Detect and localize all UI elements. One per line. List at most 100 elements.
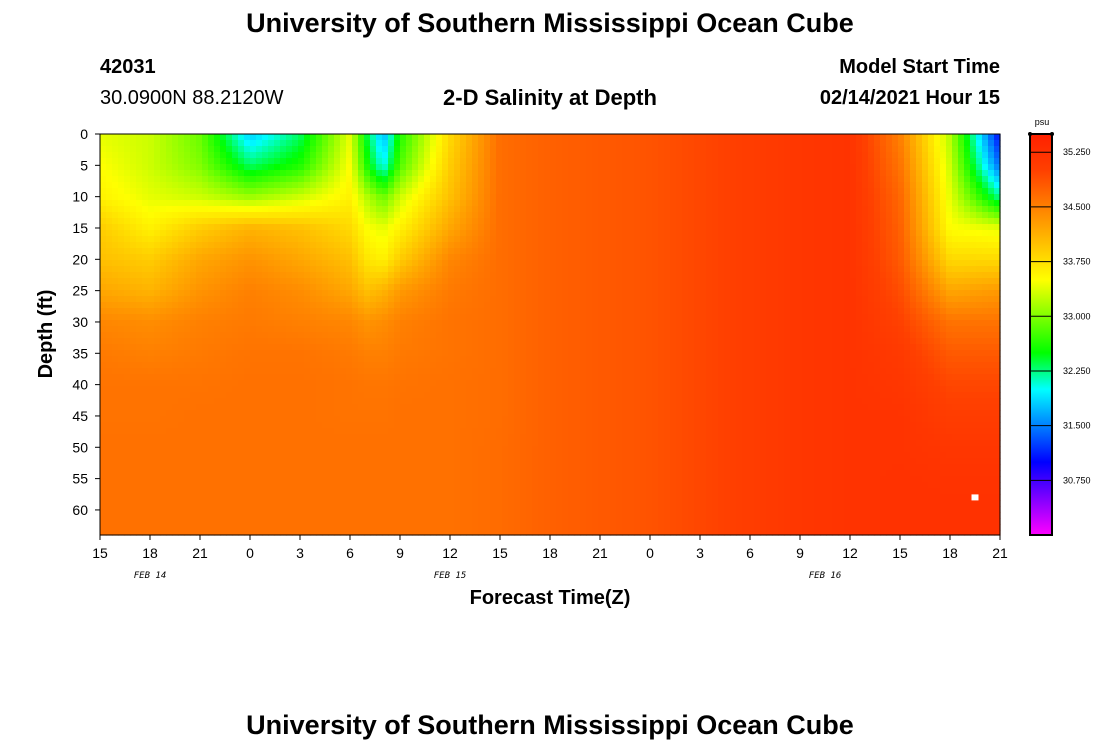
heatmap-cell [136,188,143,195]
heatmap-cell [838,326,845,333]
heatmap-cell [946,296,953,303]
heatmap-cell [880,194,887,201]
heatmap-cell [658,134,665,141]
heatmap-cell [460,134,467,141]
heatmap-cell [598,140,605,147]
heatmap-cell [466,296,473,303]
heatmap-cell [364,170,371,177]
heatmap-cell [562,182,569,189]
heatmap-cell [214,308,221,315]
heatmap-cell [778,326,785,333]
heatmap-cell [730,326,737,333]
heatmap-cell [244,260,251,267]
heatmap-cell [184,296,191,303]
heatmap-cell [640,212,647,219]
heatmap-cell [412,206,419,213]
heatmap-cell [814,314,821,321]
heatmap-cell [568,146,575,153]
heatmap-cell [928,152,935,159]
heatmap-cell [328,272,335,279]
heatmap-cell [706,194,713,201]
heatmap-cell [550,212,557,219]
heatmap-cell [664,170,671,177]
heatmap-cell [322,230,329,237]
heatmap-cell [112,206,119,213]
heatmap-cell [160,254,167,261]
heatmap-cell [424,170,431,177]
heatmap-cell [658,158,665,165]
heatmap-cell [712,314,719,321]
heatmap-cell [964,146,971,153]
heatmap-cell [256,152,263,159]
heatmap-cell [700,284,707,291]
heatmap-cell [964,224,971,231]
heatmap-cell [862,272,869,279]
heatmap-cell [148,332,155,339]
heatmap-cell [502,140,509,147]
heatmap-cell [118,278,125,285]
heatmap-cell [352,134,359,141]
heatmap-cell [658,248,665,255]
heatmap-cell [160,224,167,231]
heatmap-cell [358,284,365,291]
heatmap-cell [550,146,557,153]
heatmap-cell [142,332,149,339]
heatmap-cell [340,146,347,153]
heatmap-cell [352,224,359,231]
heatmap-cell [628,230,635,237]
heatmap-cell [352,248,359,255]
heatmap-cell [406,236,413,243]
heatmap-cell [832,242,839,249]
heatmap-cell [928,206,935,213]
heatmap-cell [274,236,281,243]
heatmap-cell [598,248,605,255]
heatmap-cell [202,302,209,309]
heatmap-cell [796,326,803,333]
heatmap-cell [166,266,173,273]
heatmap-cell [208,182,215,189]
heatmap-cell [664,284,671,291]
heatmap-cell [742,176,749,183]
heatmap-cell [790,254,797,261]
heatmap-cell [658,182,665,189]
heatmap-cell [922,230,929,237]
heatmap-cell [148,182,155,189]
heatmap-cell [382,296,389,303]
heatmap-cell [748,242,755,249]
heatmap-cell [784,206,791,213]
heatmap-cell [460,284,467,291]
heatmap-cell [208,206,215,213]
heatmap-cell [460,164,467,171]
heatmap-cell [610,176,617,183]
heatmap-cell [136,302,143,309]
heatmap-cell [424,254,431,261]
heatmap-cell [442,308,449,315]
heatmap-cell [352,266,359,273]
heatmap-cell [142,272,149,279]
heatmap-cell [148,248,155,255]
heatmap-cell [286,272,293,279]
heatmap-cell [478,218,485,225]
heatmap-cell [556,188,563,195]
heatmap-cell [664,158,671,165]
heatmap-cell [196,236,203,243]
heatmap-cell [376,326,383,333]
heatmap-cell [802,188,809,195]
heatmap-cell [622,284,629,291]
heatmap-cell [220,314,227,321]
heatmap-cell [778,266,785,273]
heatmap-cell [778,290,785,297]
heatmap-cell [538,218,545,225]
heatmap-cell [418,152,425,159]
heatmap-cell [388,188,395,195]
heatmap-cell [688,248,695,255]
heatmap-cell [514,134,521,141]
heatmap-cell [964,212,971,219]
heatmap-cell [874,320,881,327]
heatmap-cell [220,320,227,327]
heatmap-cell [838,260,845,267]
heatmap-cell [340,254,347,261]
heatmap-cell [196,218,203,225]
heatmap-cell [700,254,707,261]
heatmap-cell [550,272,557,279]
